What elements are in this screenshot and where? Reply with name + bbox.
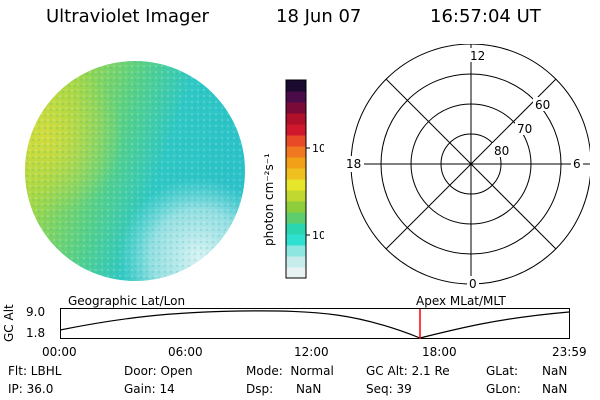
colorbar-strip <box>286 267 306 279</box>
timeline-x-tick-4: 23:59 <box>552 345 587 359</box>
colorbar-strip <box>286 102 306 114</box>
glon-label: GLon: <box>486 382 521 396</box>
colorbar-strip <box>286 234 306 246</box>
glon-value: NaN <box>542 382 568 396</box>
colorbar-unit-label: photon cm⁻²s⁻¹ <box>262 153 276 246</box>
polar-label-bottom: 0 <box>469 277 477 290</box>
glat-label: GLat: <box>486 364 519 378</box>
colorbar-tick-100: 100 <box>312 142 324 155</box>
colorbar-strip <box>286 179 306 191</box>
polar-ring-label-60: 60 <box>535 98 550 112</box>
colorbar-strip <box>286 157 306 169</box>
polar-plot: 12 18 6 0 60 70 80 <box>344 44 590 290</box>
door-info: Door: Open <box>124 364 193 378</box>
gc-alt-info: GC Alt: 2.1 Re <box>366 364 450 378</box>
timeline-x-tick-0: 00:00 <box>42 345 77 359</box>
glat-value: NaN <box>542 364 568 378</box>
timeline-x-tick-2: 12:00 <box>294 345 329 359</box>
timeline-left-title: Geographic Lat/Lon <box>68 294 186 308</box>
ip-info: IP: 36.0 <box>8 382 54 396</box>
polar-label-right: 6 <box>573 157 581 171</box>
colorbar-strip <box>286 201 306 213</box>
timeline-x-tick-3: 18:00 <box>422 345 457 359</box>
colorbar: 100 10 <box>285 79 324 279</box>
colorbar-strip <box>286 124 306 136</box>
polar-diagonal-2 <box>385 78 557 250</box>
colorbar-tick-10: 10 <box>312 229 324 242</box>
polar-label-top: 12 <box>470 49 485 63</box>
polar-ring-label-80: 80 <box>494 144 509 158</box>
timeline-x-tick-1: 06:00 <box>168 345 203 359</box>
polar-ring-label-70: 70 <box>517 122 532 136</box>
timeline-y-label: GC Alt <box>2 304 16 342</box>
colorbar-strip <box>286 135 306 147</box>
dsp-info: Dsp: NaN <box>246 382 322 396</box>
colorbar-strip <box>286 212 306 224</box>
time-label: 16:57:04 UT <box>430 6 541 27</box>
timeline-y-tick-top: 9.0 <box>26 305 46 319</box>
timeline-chart <box>60 308 570 339</box>
mode-info: Mode: Normal <box>246 364 334 378</box>
date-label: 18 Jun 07 <box>276 6 362 27</box>
colorbar-strip <box>286 245 306 257</box>
polar-label-left: 18 <box>346 157 361 171</box>
seq-info: Seq: 39 <box>366 382 412 396</box>
colorbar-strip <box>286 146 306 158</box>
colorbar-strip <box>286 113 306 125</box>
gain-info: Gain: 14 <box>124 382 175 396</box>
uv-image <box>25 61 245 281</box>
colorbar-strip <box>286 168 306 180</box>
timeline-y-tick-bottom: 1.8 <box>26 326 46 340</box>
colorbar-strip <box>286 256 306 268</box>
app-title: Ultraviolet Imager <box>46 6 209 27</box>
timeline-right-title: Apex MLat/MLT <box>416 294 506 308</box>
colorbar-strip <box>286 190 306 202</box>
colorbar-strip <box>286 80 306 92</box>
colorbar-strip <box>286 223 306 235</box>
colorbar-strip <box>286 91 306 103</box>
filter-info: Flt: LBHL <box>8 364 62 378</box>
altitude-curve <box>60 310 570 339</box>
